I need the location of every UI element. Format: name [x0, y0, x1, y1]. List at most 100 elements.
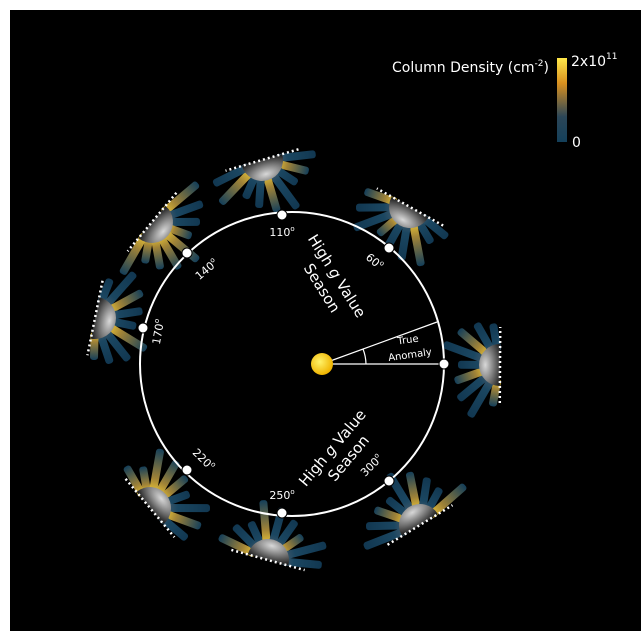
- planet-disk: [399, 504, 438, 536]
- density-bar-shape: [419, 213, 449, 240]
- density-bar: [163, 504, 211, 513]
- degree-mark: o: [208, 256, 216, 265]
- density-bar-shape: [123, 465, 146, 497]
- density-bar-shape: [429, 483, 467, 518]
- planet-disk: [247, 539, 289, 566]
- density-bar-shape: [443, 341, 488, 364]
- density-bar: [212, 163, 251, 187]
- density-bar: [275, 150, 316, 163]
- colorbar-title-sup: -2: [535, 59, 544, 69]
- density-bar: [108, 307, 143, 320]
- density-bar: [281, 557, 322, 569]
- density-bar: [454, 366, 488, 385]
- density-bar: [90, 331, 99, 361]
- density-bar: [159, 515, 189, 541]
- planet-disk: [389, 196, 429, 228]
- density-bar: [443, 341, 488, 364]
- density-bar-shape: [165, 217, 201, 226]
- degree-mark: o: [372, 451, 381, 460]
- orbit-label: 170o: [149, 318, 167, 345]
- density-bar-shape: [274, 519, 298, 550]
- planet-glyph: [212, 148, 316, 213]
- density-bar-shape: [163, 504, 211, 513]
- density-bar: [365, 521, 407, 531]
- density-bar-shape: [151, 235, 164, 270]
- density-bar: [259, 500, 271, 547]
- orbit-label: 110o: [269, 225, 294, 239]
- density-bar: [151, 235, 164, 270]
- density-bar: [457, 360, 487, 369]
- density-bar-shape: [161, 181, 200, 215]
- density-bar-shape: [102, 271, 137, 309]
- density-bar: [262, 173, 281, 213]
- density-bar: [406, 471, 421, 512]
- density-bar: [457, 328, 491, 358]
- density-bar: [101, 327, 131, 362]
- density-bar-shape: [364, 188, 398, 206]
- anomaly-wedge: [321, 321, 444, 365]
- density-bar: [274, 519, 298, 550]
- density-bar-shape: [159, 475, 189, 501]
- planet-disk: [138, 205, 173, 243]
- density-bar: [419, 213, 449, 240]
- orbit-label-value: 110: [269, 226, 290, 239]
- degree-mark: o: [290, 225, 294, 233]
- density-bar-shape: [218, 534, 257, 557]
- density-bar: [255, 173, 265, 208]
- orbit-label-value: 250: [269, 489, 290, 502]
- colorbar-title: Column Density (cm-2): [392, 59, 549, 77]
- density-bar: [156, 233, 182, 270]
- density-bar: [154, 460, 180, 497]
- density-bar: [159, 475, 189, 501]
- planet-glyph: [443, 322, 502, 418]
- density-bar-shape: [353, 209, 398, 232]
- density-bar: [355, 203, 397, 212]
- density-bar-shape: [467, 376, 496, 418]
- density-bar: [275, 160, 309, 175]
- orbit-points: [137, 209, 450, 519]
- density-bar-shape: [418, 477, 431, 512]
- density-bar: [467, 376, 496, 418]
- planet-disk: [136, 487, 171, 525]
- density-bar: [473, 322, 496, 354]
- planet-glyph: [218, 500, 327, 572]
- density-bar: [218, 534, 257, 557]
- density-bar-shape: [275, 150, 316, 163]
- density-bar: [119, 233, 148, 275]
- density-bar-shape: [106, 289, 144, 314]
- density-bar-shape: [105, 323, 148, 352]
- planet-disk: [241, 154, 283, 181]
- density-bar-shape: [275, 160, 309, 175]
- colorbar: [557, 58, 567, 142]
- colorbar-title-end: ): [544, 60, 549, 76]
- density-bar-shape: [101, 327, 131, 362]
- degree-mark: o: [209, 460, 218, 469]
- planet-glyph: [353, 187, 449, 267]
- density-bar-shape: [259, 500, 271, 547]
- planet-disk: [90, 297, 116, 339]
- density-bar-shape: [473, 322, 496, 354]
- density-bar: [162, 509, 202, 530]
- density-bar: [418, 477, 431, 512]
- density-bar: [96, 330, 114, 364]
- density-bar-shape: [232, 524, 260, 552]
- density-bar: [353, 209, 398, 232]
- density-bar: [409, 220, 425, 267]
- density-bar: [374, 506, 408, 524]
- density-bar-shape: [457, 372, 491, 402]
- density-bar-shape: [159, 515, 189, 541]
- density-bar-shape: [363, 527, 408, 550]
- density-bar-shape: [154, 460, 180, 497]
- orbit-label: 250o: [269, 488, 294, 502]
- density-bar-shape: [119, 233, 148, 275]
- density-bar-shape: [365, 521, 407, 531]
- colorbar-max-sup: 11: [606, 52, 617, 62]
- density-bar-shape: [457, 360, 487, 369]
- density-bar: [268, 170, 300, 210]
- planet-glyph: [86, 271, 148, 364]
- colorbar-title-text: Column Density (cm: [392, 60, 535, 76]
- density-bar-shape: [454, 366, 488, 385]
- density-bar-shape: [90, 331, 99, 361]
- density-bar: [165, 217, 201, 226]
